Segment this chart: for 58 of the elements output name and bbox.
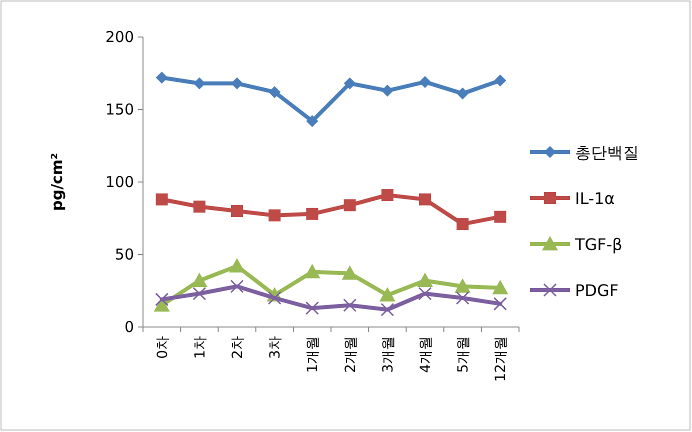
y-tick-label: 200 [105,28,134,46]
point [456,218,469,230]
point [230,280,244,294]
point [381,189,394,202]
legend-label: TGF-β [574,235,622,254]
point [268,209,281,222]
legend-label: IL-1α [575,189,615,208]
point [231,77,243,90]
point [155,292,169,306]
legend-label: 총단백질 [575,143,639,162]
point [229,258,245,272]
point [493,297,507,311]
point [306,208,318,220]
point [304,264,320,278]
point [417,272,433,287]
y-tick-label: 100 [105,173,134,191]
point [344,199,356,212]
x-tick-label: 12개월 [493,336,510,382]
x-tick-label: 1개월 [305,336,322,373]
x-tick-label: 3차 [268,336,284,359]
x-tick-label: 2차 [230,336,246,359]
point [342,265,358,280]
point [156,72,168,84]
y-tick-label: 50 [114,246,134,264]
x-tick-label: 3개월 [380,336,396,373]
point [494,74,506,86]
y-tick-label: 150 [105,100,134,118]
x-tick-label: 1차 [192,336,208,359]
point [305,301,319,315]
point [268,291,282,305]
point [456,291,470,305]
point [192,286,206,300]
legend-label: PDGF [575,281,619,300]
point [306,115,318,128]
point [156,193,168,206]
y-axis-title: pg/cm² [48,152,66,212]
point [380,302,394,316]
x-tick-label: 5개월 [456,336,472,373]
point [419,193,431,206]
x-tick-label: 4개월 [418,336,434,373]
point [419,76,431,88]
y-tick-label: 0 [124,318,134,336]
point [268,86,281,98]
point [191,272,208,287]
x-tick-label: 2개월 [342,336,359,373]
point [494,210,506,223]
point [344,77,356,90]
point [193,77,206,90]
point [492,280,508,294]
point [381,84,394,97]
point [454,278,471,293]
point [193,200,206,213]
point [231,205,243,217]
x-tick-label: 0차 [154,336,171,359]
point [343,298,357,312]
point [418,286,432,300]
point [456,88,469,100]
point [379,287,396,302]
